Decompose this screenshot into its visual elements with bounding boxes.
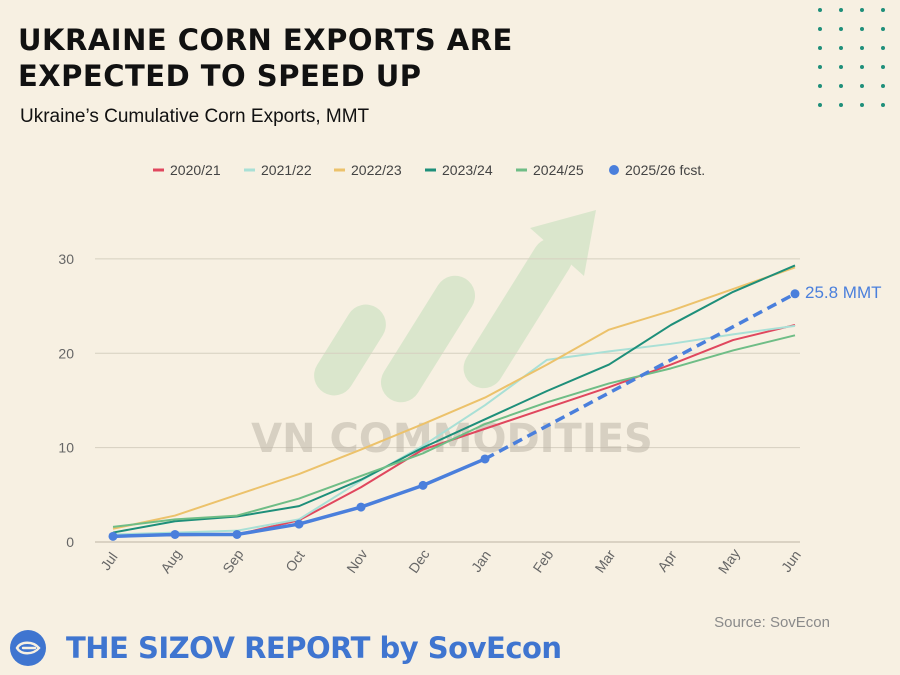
footer-brand: THE SIZOV REPORT by SovEcon (10, 625, 562, 671)
y-axis-tick-labels: 0 10 20 30 (58, 251, 74, 550)
x-tick-label-dec: Dec (405, 546, 432, 576)
forecast-annotation: 25.8 MMT (805, 283, 882, 302)
chart-title-line-2: EXPECTED TO SPEED UP (18, 59, 422, 93)
chart-title: UKRAINE CORN EXPORTS ARE EXPECTED TO SPE… (18, 22, 513, 94)
legend-label-2020-21: 2020/21 (170, 162, 221, 178)
x-tick-label-may: May (715, 546, 743, 577)
y-tick-label-30: 30 (58, 251, 74, 267)
series-point-2025-26-fcst-jun (790, 289, 800, 299)
series-point-2025-26-fcst-aug (170, 529, 180, 539)
x-tick-label-mar: Mar (591, 546, 618, 575)
footer-brand-text: THE SIZOV REPORT by SovEcon (66, 631, 562, 665)
legend-label-2024-25: 2024/25 (533, 162, 584, 178)
series-line-2024-25 (112, 334, 796, 528)
x-tick-label-jun: Jun (778, 547, 804, 575)
legend-label-2025-26-fcst: 2025/26 fcst. (625, 162, 705, 178)
series-point-2025-26-fcst-nov (356, 502, 366, 512)
series-point-2025-26-fcst-oct (294, 519, 304, 529)
chart-subtitle: Ukraine’s Cumulative Corn Exports, MMT (20, 106, 370, 127)
legend-label-2023-24: 2023/24 (442, 162, 493, 178)
series-line-2021-22 (112, 324, 796, 536)
chart-series (108, 264, 800, 541)
x-tick-label-aug: Aug (157, 546, 184, 576)
x-axis-tick-labels: Jul Aug Sep Oct Nov Dec Jan Feb Mar Apr May Jun (97, 546, 804, 577)
x-tick-label-jul: Jul (97, 549, 120, 573)
series-forecast-line-2025-26-fcst (484, 292, 796, 461)
sovecon-logo-icon (10, 630, 46, 666)
chart-title-line-1: UKRAINE CORN EXPORTS ARE (18, 23, 513, 57)
watermark-arrow-graphic (314, 210, 596, 403)
legend-label-2022-23: 2022/23 (351, 162, 402, 178)
source-note: Source: SovEcon (714, 614, 830, 631)
series-point-2025-26-fcst-jul (108, 531, 118, 541)
legend-marker-2025-26-fcst (609, 165, 619, 175)
y-tick-label-10: 10 (58, 440, 74, 456)
x-tick-label-sep: Sep (219, 546, 247, 576)
decorative-dot-grid (818, 8, 885, 107)
chart-legend: 2020/21 2021/22 2022/23 2023/24 2024/25 2025/… (153, 162, 705, 178)
x-tick-label-nov: Nov (343, 546, 370, 576)
y-tick-label-20: 20 (58, 345, 74, 361)
series-line-2023-24 (112, 264, 796, 534)
series-point-2025-26-fcst-jan (480, 454, 490, 464)
x-tick-label-jan: Jan (468, 547, 494, 575)
series-point-2025-26-fcst-sep (232, 529, 242, 539)
series-line-2022-23 (112, 266, 796, 530)
x-tick-label-apr: Apr (654, 547, 680, 574)
x-tick-label-oct: Oct (282, 548, 308, 575)
legend-label-2021-22: 2021/22 (261, 162, 312, 178)
x-tick-label-feb: Feb (529, 546, 556, 575)
y-tick-label-0: 0 (66, 534, 74, 550)
series-point-2025-26-fcst-dec (418, 480, 428, 490)
y-gridlines (95, 258, 800, 543)
